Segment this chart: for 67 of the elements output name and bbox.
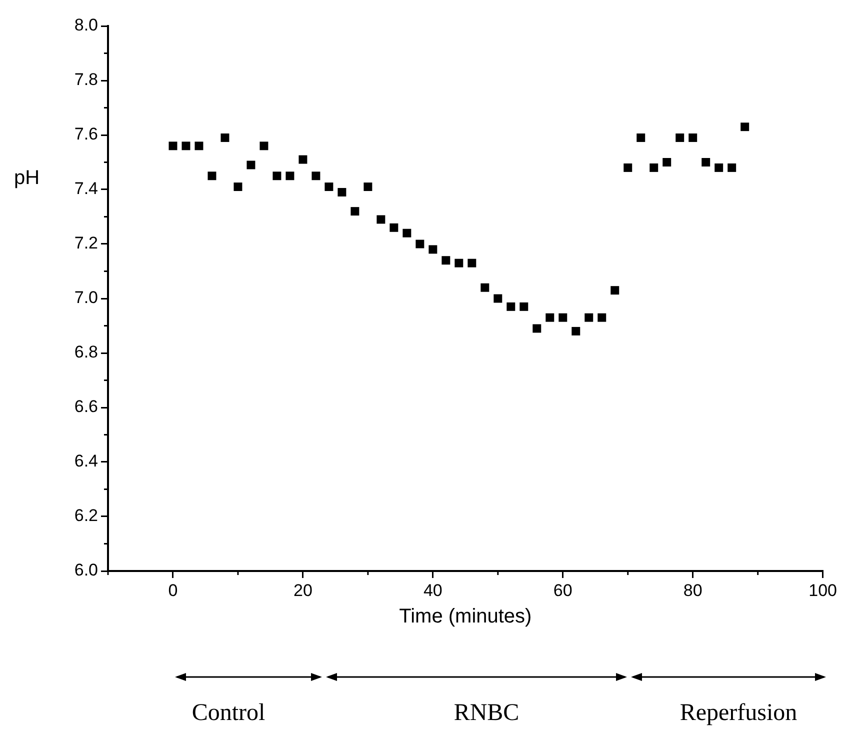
y-tick-label: 6.6 <box>74 397 98 416</box>
point <box>194 142 204 150</box>
point <box>454 258 464 268</box>
point <box>740 122 750 132</box>
point <box>728 163 736 172</box>
y-tick-label: 8.0 <box>74 16 98 35</box>
x-tick-label: 100 <box>808 580 838 600</box>
point <box>636 133 646 142</box>
point <box>584 313 594 322</box>
text: RNBC <box>452 700 520 727</box>
point <box>312 172 320 180</box>
point <box>662 158 672 166</box>
point <box>624 163 632 172</box>
point <box>572 326 580 336</box>
point <box>246 160 256 170</box>
point <box>286 172 294 180</box>
y-tick-label: 7.0 <box>74 288 98 308</box>
point <box>416 240 424 248</box>
x-tick-label: 60 <box>553 580 572 600</box>
point <box>676 133 684 142</box>
point <box>610 286 620 295</box>
point <box>506 302 516 311</box>
point <box>376 215 386 224</box>
point <box>402 228 412 238</box>
point <box>338 188 346 196</box>
y-tick-label: 6.0 <box>74 560 98 580</box>
point <box>480 283 490 292</box>
y-tick-label: 7.6 <box>74 124 98 144</box>
point <box>260 142 268 150</box>
point <box>350 207 360 216</box>
point <box>468 258 476 268</box>
x-tick-label: 80 <box>683 580 702 600</box>
point <box>714 163 724 172</box>
y-tick-label: 7.4 <box>74 179 98 198</box>
point <box>168 142 178 150</box>
y-axis-title: pH <box>14 167 40 190</box>
x-tick-label: 40 <box>423 580 442 600</box>
text: Control <box>190 700 266 727</box>
x-axis-title: Time (minutes) <box>399 606 532 628</box>
point <box>688 133 698 142</box>
point <box>428 245 438 254</box>
point <box>520 302 528 311</box>
point <box>494 294 502 303</box>
point <box>598 313 606 322</box>
y-tick-label: 7.2 <box>74 234 98 253</box>
point <box>558 313 568 322</box>
x-tick-label: 20 <box>293 580 312 600</box>
y-tick-label: 7.8 <box>74 70 98 90</box>
point <box>234 182 242 192</box>
point <box>650 163 658 172</box>
y-tick-label: 6.2 <box>74 506 98 526</box>
point <box>702 158 710 166</box>
text: Reperfusion <box>678 700 798 727</box>
point <box>182 142 190 150</box>
point <box>532 324 542 333</box>
point <box>546 313 554 322</box>
point <box>208 172 216 180</box>
point <box>272 172 282 180</box>
point <box>298 155 308 164</box>
point <box>442 256 450 265</box>
point <box>324 182 334 192</box>
x-tick-label: 0 <box>168 580 178 600</box>
point <box>364 182 372 192</box>
point <box>220 133 230 142</box>
y-tick-label: 6.4 <box>74 452 98 471</box>
y-tick-label: 6.8 <box>74 342 98 362</box>
point <box>390 223 398 232</box>
